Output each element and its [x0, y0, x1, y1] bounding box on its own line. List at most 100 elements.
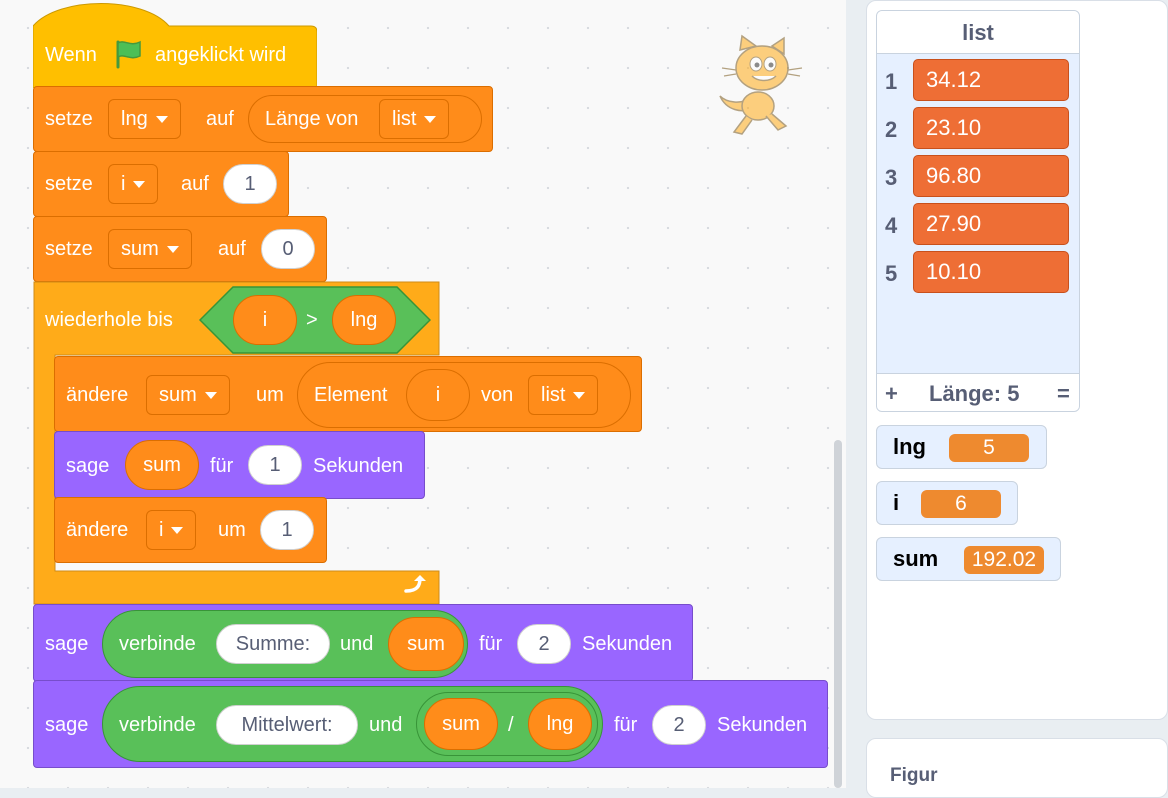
say-sum-verb: sage	[66, 455, 110, 477]
join-mean-label: verbinde	[119, 714, 196, 736]
set-i-auf: auf	[181, 173, 209, 195]
set-sum-verb: setze	[45, 238, 93, 260]
repeat-right-var-reporter[interactable]: lng	[332, 295, 396, 345]
say-mean-verb: sage	[45, 714, 89, 736]
item-label: Element	[314, 384, 388, 406]
say-total-unit: Sekunden	[582, 633, 673, 655]
list-item-value[interactable]: 10.10	[913, 251, 1069, 293]
divide-symbol: /	[508, 714, 514, 736]
add-item-button[interactable]: +	[885, 381, 898, 406]
divide-denominator-reporter[interactable]: lng	[528, 698, 592, 750]
list-item-value[interactable]: 23.10	[913, 107, 1069, 149]
hat-suffix-label: angeklickt wird	[155, 44, 287, 66]
variable-monitor-name: i	[893, 490, 900, 515]
set-i-var-dropdown[interactable]: i	[108, 164, 159, 204]
chevron-down-icon	[573, 392, 586, 400]
variable-monitor-name: sum	[893, 546, 939, 571]
say-total-seconds-input[interactable]: 2	[517, 624, 571, 664]
chevron-down-icon	[155, 116, 168, 124]
variable-monitor-value: 192.02	[964, 546, 1044, 574]
list-item-index: 3	[885, 165, 898, 190]
change-i-var-dropdown[interactable]: i	[146, 510, 197, 550]
join-total-label: verbinde	[119, 633, 196, 655]
when-flag-clicked-block[interactable]	[33, 2, 317, 88]
set-lng-var-label: lng	[121, 108, 148, 130]
say-mean-seconds-input[interactable]: 2	[652, 705, 706, 745]
say-sum-unit: Sekunden	[313, 455, 404, 477]
item-index-reporter[interactable]: i	[406, 369, 470, 421]
change-i-verb: ändere	[66, 519, 129, 541]
sprite-panel-label: Figur	[890, 765, 938, 786]
variable-monitor-lng[interactable]: lng 5	[876, 425, 1047, 469]
say-mean-unit: Sekunden	[717, 714, 808, 736]
set-sum-auf: auf	[218, 238, 246, 260]
hat-prefix-label: Wenn	[45, 44, 97, 66]
item-of-label: von	[481, 384, 514, 406]
chevron-down-icon	[171, 527, 184, 535]
repeat-left-var-reporter[interactable]: i	[233, 295, 297, 345]
set-i-value-input[interactable]: 1	[223, 164, 277, 204]
chevron-down-icon	[166, 246, 179, 254]
panel-divider	[846, 0, 866, 788]
say-mean-fuer: für	[614, 714, 638, 736]
variable-monitor-name: lng	[893, 434, 926, 459]
change-sum-verb: ändere	[66, 384, 129, 406]
green-flag-icon	[116, 40, 141, 69]
join-total-and: und	[340, 633, 374, 655]
list-item-value[interactable]: 96.80	[913, 155, 1069, 197]
join-mean-and: und	[369, 714, 403, 736]
resize-handle[interactable]: =	[1057, 381, 1070, 406]
greater-than-symbol: >	[306, 309, 318, 331]
chevron-down-icon	[424, 116, 437, 124]
item-list-dropdown[interactable]: list	[528, 375, 599, 415]
change-i-value-input[interactable]: 1	[260, 510, 314, 550]
chevron-down-icon	[133, 181, 146, 189]
say-sum-var-reporter[interactable]: sum	[125, 440, 199, 490]
length-list-dropdown[interactable]: list	[379, 99, 450, 139]
set-lng-auf: auf	[206, 108, 234, 130]
change-i-var-label: i	[159, 519, 164, 541]
variable-monitor-value: 5	[949, 434, 1029, 462]
chevron-down-icon	[204, 392, 217, 400]
cat-sprite-icon	[719, 34, 803, 135]
say-sum-fuer: für	[210, 455, 234, 477]
set-lng-verb: setze	[45, 108, 93, 130]
list-item-index: 2	[885, 117, 898, 142]
list-item-value[interactable]: 27.90	[913, 203, 1069, 245]
join-total-var-reporter[interactable]: sum	[388, 617, 464, 671]
list-item-index: 1	[885, 69, 898, 94]
list-item-index: 4	[885, 213, 898, 238]
variable-monitor-sum[interactable]: sum 192.02	[876, 537, 1061, 581]
item-list-label: list	[541, 384, 566, 406]
variable-monitor-value: 6	[921, 490, 1001, 518]
change-sum-var-label: sum	[159, 384, 197, 406]
list-item-value[interactable]: 34.12	[913, 59, 1069, 101]
say-total-verb: sage	[45, 633, 89, 655]
say-sum-block[interactable]	[54, 431, 425, 499]
set-sum-var-label: sum	[121, 238, 159, 260]
change-i-um: um	[218, 519, 246, 541]
loop-arrow-icon	[404, 575, 426, 593]
list-monitor-footer: + Länge: 5 =	[877, 373, 1079, 411]
join-mean-text-input[interactable]: Mittelwert:	[216, 705, 358, 745]
set-lng-var-dropdown[interactable]: lng	[108, 99, 181, 139]
repeat-until-label: wiederhole bis	[45, 309, 173, 331]
change-sum-var-dropdown[interactable]: sum	[146, 375, 230, 415]
list-monitor[interactable]: list 1 34.12 2 23.10 3 96.80 4 27.90 5 1…	[876, 10, 1080, 412]
change-sum-um: um	[256, 384, 284, 406]
scrollbar-thumb[interactable]	[834, 440, 842, 788]
set-i-verb: setze	[45, 173, 93, 195]
length-list-label: list	[392, 108, 417, 130]
say-total-fuer: für	[479, 633, 503, 655]
join-total-text-input[interactable]: Summe:	[216, 624, 330, 664]
list-monitor-title: list	[877, 11, 1079, 54]
list-length-label: Länge: 5	[929, 381, 1020, 406]
variable-monitor-i[interactable]: i 6	[876, 481, 1018, 525]
list-item-index: 5	[885, 261, 898, 286]
set-sum-value-input[interactable]: 0	[261, 229, 315, 269]
set-sum-var-dropdown[interactable]: sum	[108, 229, 192, 269]
divide-numerator-reporter[interactable]: sum	[424, 698, 498, 750]
length-of-label: Länge von	[265, 108, 359, 130]
set-i-var-label: i	[121, 173, 126, 195]
say-sum-seconds-input[interactable]: 1	[248, 445, 302, 485]
